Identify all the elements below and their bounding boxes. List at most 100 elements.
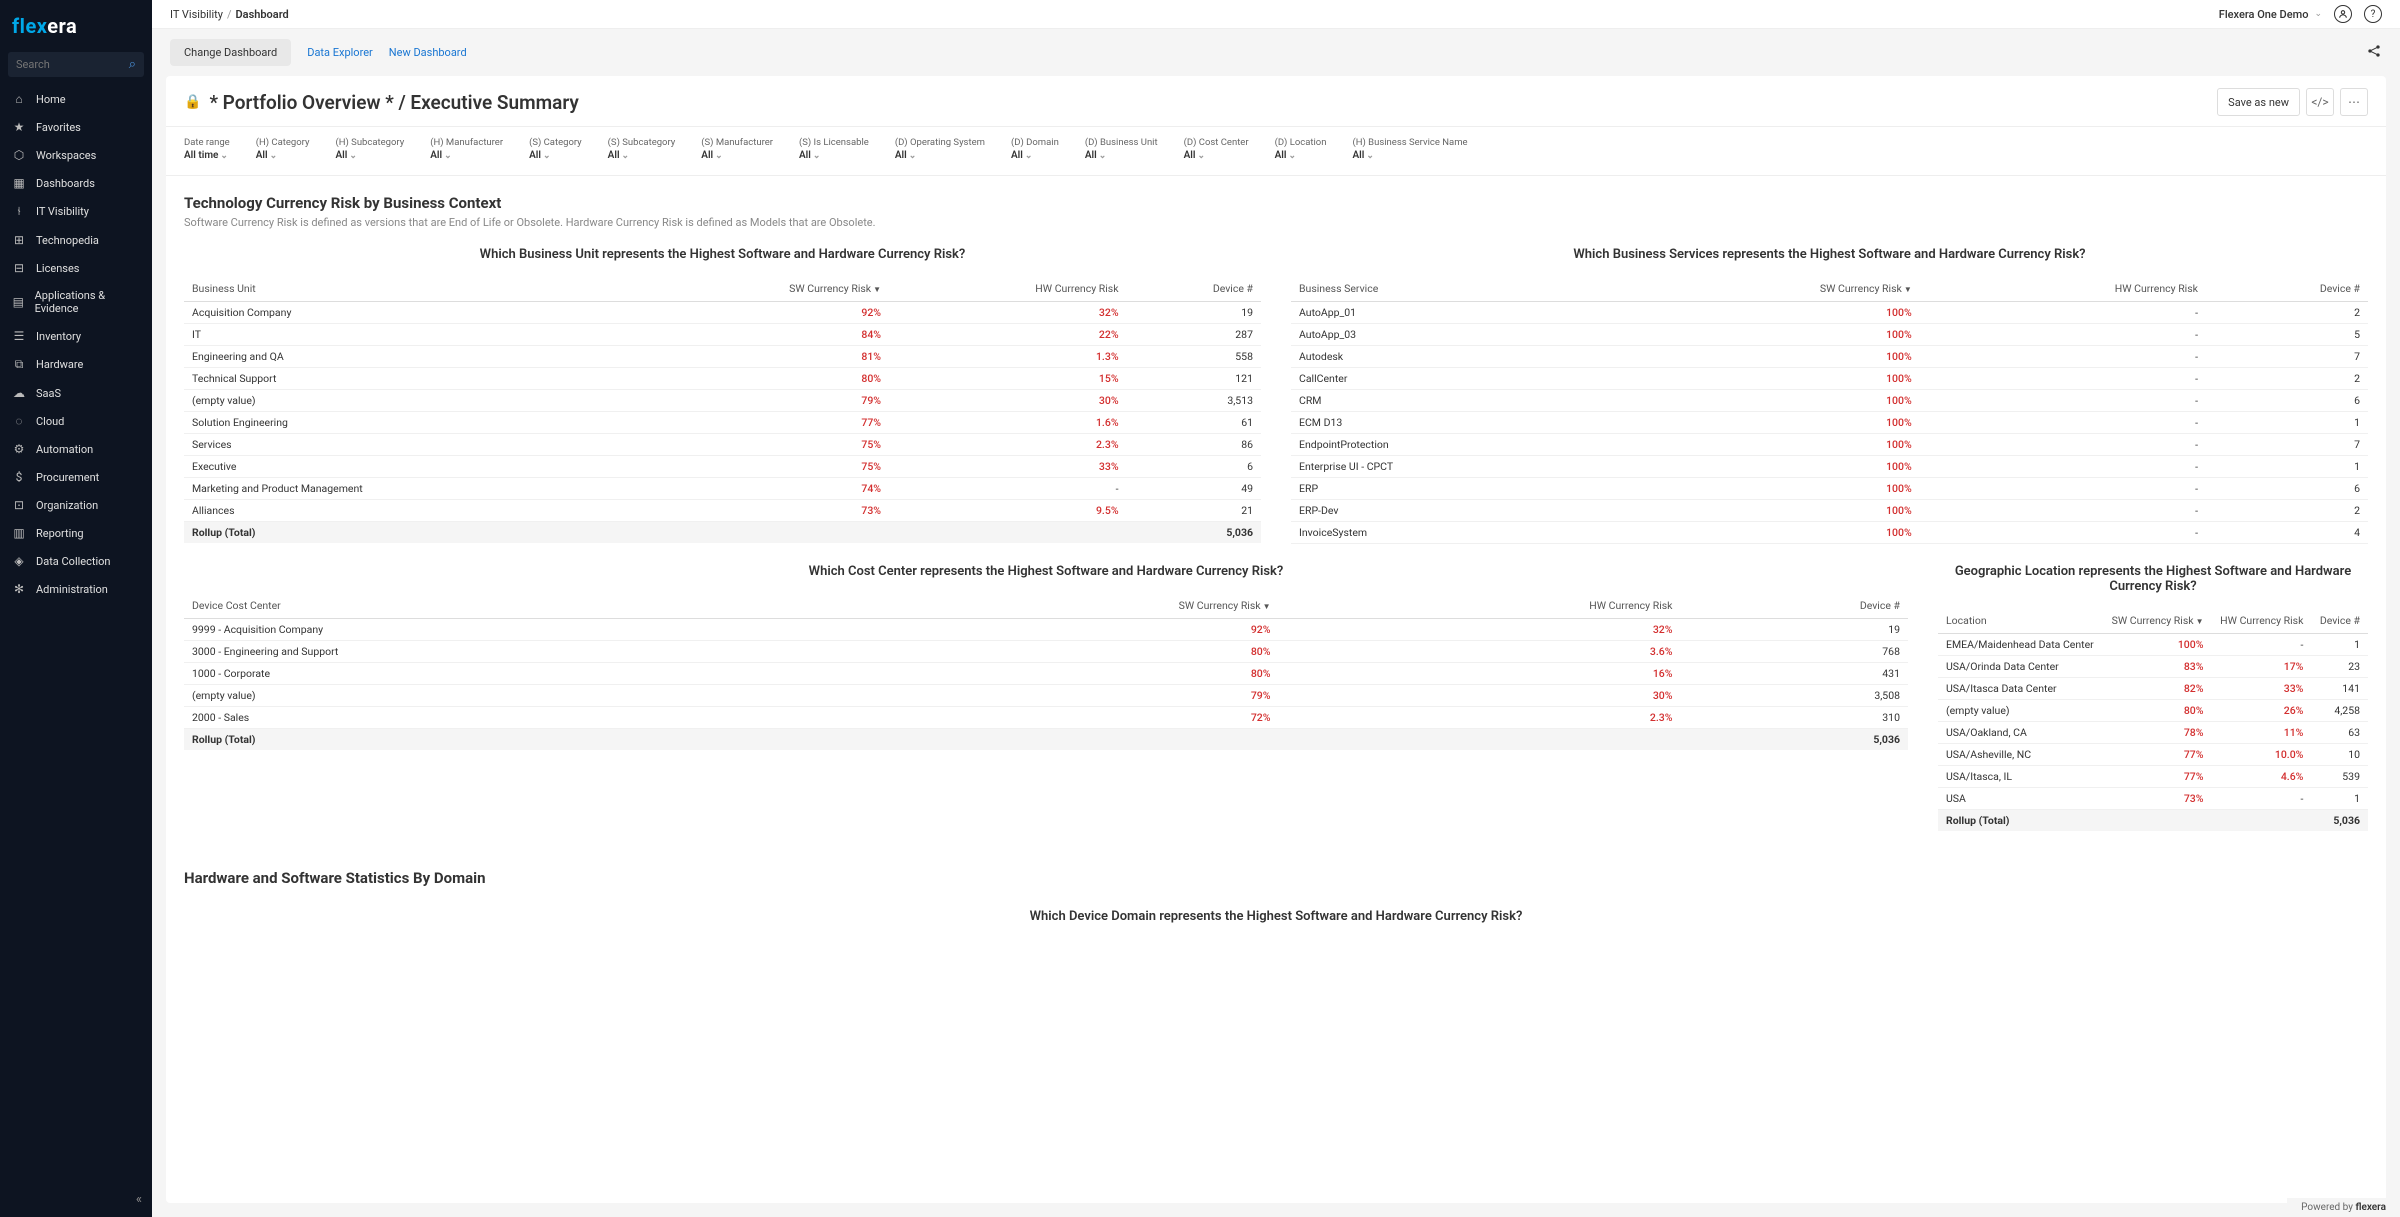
table-row[interactable]: AutoApp_01 100% - 2 xyxy=(1291,302,2368,324)
account-selector[interactable]: Flexera One Demo⌄ xyxy=(2219,8,2322,21)
table-row[interactable]: AutoApp_03 100% - 5 xyxy=(1291,324,2368,346)
breadcrumb: IT Visibility / Dashboard xyxy=(170,8,289,21)
table-row[interactable]: Enterprise UI - CPCT 100% - 1 xyxy=(1291,456,2368,478)
nav-icon: ⫮ xyxy=(12,204,26,219)
filter-date-range[interactable]: Date rangeAll time⌄ xyxy=(184,137,230,161)
filter--h-manufacturer[interactable]: (H) ManufacturerAll⌄ xyxy=(430,137,503,161)
nav-item-hardware[interactable]: ⧉Hardware xyxy=(0,350,152,379)
save-as-new-button[interactable]: Save as new xyxy=(2217,88,2300,116)
chevron-down-icon: ⌄ xyxy=(2314,9,2322,19)
table-row[interactable]: 2000 - Sales 72% 2.3% 310 xyxy=(184,707,1908,729)
nav-item-procurement[interactable]: $Procurement xyxy=(0,463,152,491)
data-explorer-link[interactable]: Data Explorer xyxy=(307,46,373,59)
nav-icon: ☁ xyxy=(12,386,26,400)
filter-bar: Date rangeAll time⌄ (H) CategoryAll⌄ (H) S… xyxy=(166,127,2386,176)
nav-item-administration[interactable]: ✻Administration xyxy=(0,575,152,603)
table-row[interactable]: USA/Oakland, CA 78% 11% 63 xyxy=(1938,722,2368,744)
sidebar-collapse[interactable]: « xyxy=(0,1182,152,1217)
new-dashboard-link[interactable]: New Dashboard xyxy=(389,46,467,59)
table-row[interactable]: USA/Orinda Data Center 83% 17% 23 xyxy=(1938,656,2368,678)
table-row[interactable]: ERP-Dev 100% - 2 xyxy=(1291,500,2368,522)
filter--d-domain[interactable]: (D) DomainAll⌄ xyxy=(1011,137,1059,161)
table-row[interactable]: Autodesk 100% - 7 xyxy=(1291,346,2368,368)
change-dashboard-button[interactable]: Change Dashboard xyxy=(170,39,291,66)
nav-item-favorites[interactable]: ★Favorites xyxy=(0,113,152,141)
nav-item-data-collection[interactable]: ◈Data Collection xyxy=(0,547,152,575)
footer: Powered by flexera xyxy=(2287,1198,2400,1217)
table-row[interactable]: EMEA/Maidenhead Data Center 100% - 1 xyxy=(1938,634,2368,656)
filter--h-business-service-name[interactable]: (H) Business Service NameAll⌄ xyxy=(1352,137,1467,161)
table-row[interactable]: (empty value) 79% 30% 3,513 xyxy=(184,390,1261,412)
nav-item-applications-evidence[interactable]: ▤Applications & Evidence xyxy=(0,282,152,322)
table-row[interactable]: ERP 100% - 6 xyxy=(1291,478,2368,500)
filter--s-is-licensable[interactable]: (S) Is LicensableAll⌄ xyxy=(799,137,869,161)
filter--s-category[interactable]: (S) CategoryAll⌄ xyxy=(529,137,582,161)
table-row[interactable]: EndpointProtection 100% - 7 xyxy=(1291,434,2368,456)
table-row[interactable]: USA/Asheville, NC 77% 10.0% 10 xyxy=(1938,744,2368,766)
nav-item-home[interactable]: ⌂Home xyxy=(0,85,152,113)
nav-item-dashboards[interactable]: ▦Dashboards xyxy=(0,169,152,197)
table-business-unit: Which Business Unit represents the Highe… xyxy=(184,247,1261,544)
table-row[interactable]: (empty value) 80% 26% 4,258 xyxy=(1938,700,2368,722)
filter--s-subcategory[interactable]: (S) SubcategoryAll⌄ xyxy=(608,137,676,161)
filter--d-location[interactable]: (D) LocationAll⌄ xyxy=(1275,137,1327,161)
table-row[interactable]: Technical Support 80% 15% 121 xyxy=(184,368,1261,390)
filter--h-category[interactable]: (H) CategoryAll⌄ xyxy=(256,137,310,161)
nav-item-organization[interactable]: ⊡Organization xyxy=(0,491,152,519)
table-row[interactable]: Alliances 73% 9.5% 21 xyxy=(184,500,1261,522)
table-row[interactable]: 9999 - Acquisition Company 92% 32% 19 xyxy=(184,619,1908,641)
content: 🔒 * Portfolio Overview * / Executive Sum… xyxy=(166,76,2386,1203)
table-row[interactable]: CallCenter 100% - 2 xyxy=(1291,368,2368,390)
table-row[interactable]: ECM D13 100% - 1 xyxy=(1291,412,2368,434)
lock-icon: 🔒 xyxy=(184,94,201,110)
user-icon[interactable] xyxy=(2334,5,2352,23)
table-row[interactable]: Solution Engineering 77% 1.6% 61 xyxy=(184,412,1261,434)
nav-icon: ⧉ xyxy=(12,357,26,372)
table-row[interactable]: InvoiceSystem 100% - 4 xyxy=(1291,522,2368,544)
nav-item-it-visibility[interactable]: ⫮IT Visibility xyxy=(0,197,152,226)
nav-icon: ▥ xyxy=(12,526,26,540)
search-input[interactable] xyxy=(16,58,129,71)
table-row[interactable]: 1000 - Corporate 80% 16% 431 xyxy=(184,663,1908,685)
topbar: IT Visibility / Dashboard Flexera One De… xyxy=(152,0,2400,29)
sidebar-search[interactable]: ⌕ xyxy=(8,52,144,77)
help-icon[interactable]: ? xyxy=(2364,5,2382,23)
table-row[interactable]: (empty value) 79% 30% 3,508 xyxy=(184,685,1908,707)
share-icon[interactable] xyxy=(2366,43,2382,63)
nav-icon: ◌ xyxy=(12,414,26,428)
nav-icon: ⊟ xyxy=(12,261,26,275)
rollup-row: Rollup (Total)5,036 xyxy=(184,729,1908,751)
nav-item-technopedia[interactable]: ⊞Technopedia xyxy=(0,226,152,254)
filter--d-cost-center[interactable]: (D) Cost CenterAll⌄ xyxy=(1184,137,1249,161)
nav-item-inventory[interactable]: ☰Inventory xyxy=(0,322,152,350)
nav-item-licenses[interactable]: ⊟Licenses xyxy=(0,254,152,282)
nav-item-automation[interactable]: ⚙Automation xyxy=(0,435,152,463)
table-row[interactable]: Executive 75% 33% 6 xyxy=(184,456,1261,478)
filter--h-subcategory[interactable]: (H) SubcategoryAll⌄ xyxy=(335,137,404,161)
table-row[interactable]: Engineering and QA 81% 1.3% 558 xyxy=(184,346,1261,368)
more-button[interactable]: ⋯ xyxy=(2340,88,2368,116)
table-row[interactable]: CRM 100% - 6 xyxy=(1291,390,2368,412)
table-row[interactable]: IT 84% 22% 287 xyxy=(184,324,1261,346)
table-row[interactable]: USA/Itasca Data Center 82% 33% 141 xyxy=(1938,678,2368,700)
table-row[interactable]: 3000 - Engineering and Support 80% 3.6% … xyxy=(184,641,1908,663)
filter--d-operating-system[interactable]: (D) Operating SystemAll⌄ xyxy=(895,137,985,161)
table-row[interactable]: USA 73% - 1 xyxy=(1938,788,2368,810)
rollup-row: Rollup (Total)5,036 xyxy=(184,522,1261,544)
filter--s-manufacturer[interactable]: (S) ManufacturerAll⌄ xyxy=(701,137,773,161)
table-row[interactable]: USA/Itasca, IL 77% 4.6% 539 xyxy=(1938,766,2368,788)
filter--d-business-unit[interactable]: (D) Business UnitAll⌄ xyxy=(1085,137,1158,161)
nav-item-cloud[interactable]: ◌Cloud xyxy=(0,407,152,435)
page-title: 🔒 * Portfolio Overview * / Executive Sum… xyxy=(184,91,579,114)
nav-item-saas[interactable]: ☁SaaS xyxy=(0,379,152,407)
nav-item-workspaces[interactable]: ⬡Workspaces xyxy=(0,141,152,169)
nav-item-reporting[interactable]: ▥Reporting xyxy=(0,519,152,547)
table-row[interactable]: Services 75% 2.3% 86 xyxy=(184,434,1261,456)
table-row[interactable]: Marketing and Product Management 74% - 4… xyxy=(184,478,1261,500)
code-button[interactable]: </> xyxy=(2306,88,2334,116)
search-icon: ⌕ xyxy=(129,57,136,72)
nav-icon: ✻ xyxy=(12,582,26,596)
table-row[interactable]: Acquisition Company 92% 32% 19 xyxy=(184,302,1261,324)
table-cost-center: Which Cost Center represents the Highest… xyxy=(184,564,1908,831)
breadcrumb-parent[interactable]: IT Visibility xyxy=(170,8,223,21)
